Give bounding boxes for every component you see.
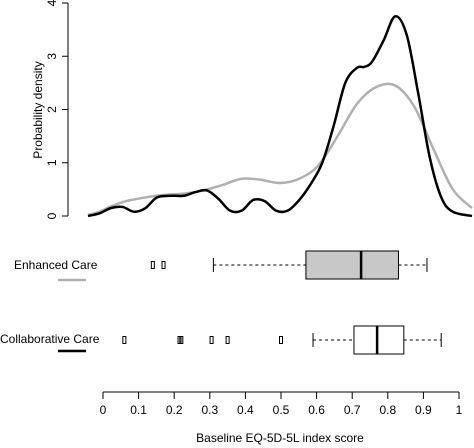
x-tick-label: 0.9 [415,403,432,417]
y-axis-ticks: 0 1 2 3 4 [45,0,68,219]
legend-label-collaborative-care: Collaborative Care [0,332,100,346]
outlier-point [161,261,166,269]
x-tick-label: 0.1 [130,403,147,417]
x-tick-label: 0.5 [273,403,290,417]
x-tick-label: 0.4 [237,403,254,417]
outlier-point [179,336,184,344]
x-tick-label: 1 [456,403,463,417]
y-tick-label: 1 [45,159,59,166]
outlier-point [122,336,127,344]
y-tick-label: 4 [45,0,59,6]
x-tick-label: 0.3 [201,403,218,417]
x-tick-label: 0.7 [344,403,361,417]
outlier-point [225,336,230,344]
legend-label-enhanced-care: Enhanced Care [14,258,98,272]
boxplot-collaborative-care [122,325,442,355]
y-axis-label: Probability density [31,61,45,158]
boxplot-enhanced-care [150,250,428,280]
density-panel: 0 1 2 3 4 Probability density [31,0,473,219]
x-axis-ticks: 0 0.1 0.2 0.3 0.4 0.5 0.6 0.7 0.8 0.9 1 [100,392,463,417]
density-curve-enhanced-care [87,82,473,217]
outlier-point [150,261,155,269]
x-tick-label: 0.6 [308,403,325,417]
x-tick-label: 0.2 [166,403,183,417]
x-tick-label: 0.8 [379,403,396,417]
x-axis-label: Baseline EQ-5D-5L index score [196,431,364,445]
y-tick-label: 0 [45,212,59,219]
outlier-point [209,336,214,344]
box-iqr [353,325,405,355]
box-iqr [305,250,399,280]
x-tick-label: 0 [100,403,107,417]
y-tick-label: 3 [45,53,59,60]
x-axis: 0 0.1 0.2 0.3 0.4 0.5 0.6 0.7 0.8 0.9 1 Baseline E… [100,391,463,445]
outlier-point [279,336,283,344]
density-curve-collaborative-care [87,15,473,218]
y-tick-label: 2 [45,106,59,113]
